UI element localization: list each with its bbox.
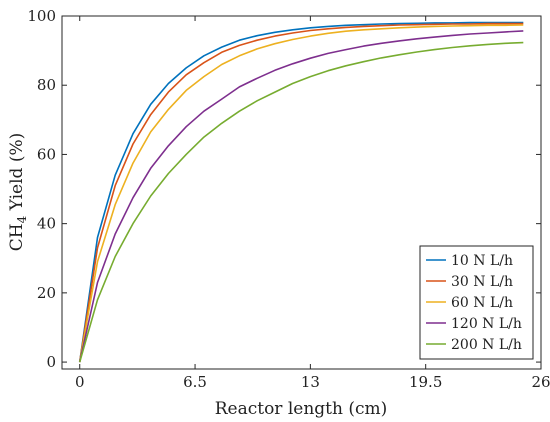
- y-tick-label: 20: [37, 284, 56, 302]
- y-tick-label: 40: [37, 215, 56, 233]
- legend-label: 200 N L/h: [451, 337, 522, 353]
- legend-label: 30 N L/h: [451, 274, 513, 290]
- y-axis-title-main: CH: [7, 223, 27, 251]
- y-tick-label: 80: [37, 76, 56, 94]
- y-tick-label: 0: [46, 353, 56, 371]
- legend-label: 60 N L/h: [451, 295, 513, 311]
- x-tick-label: 6.5: [183, 373, 207, 391]
- series-line: [78, 30, 524, 363]
- y-tick-label: 100: [27, 7, 56, 25]
- x-axis-title: Reactor length (cm): [215, 399, 388, 419]
- series-layer: [78, 21, 524, 363]
- axis-ticks: 0 6.5 13 19.5 26 0 20 40 60 80 100: [27, 7, 550, 391]
- x-tick-label: 13: [301, 373, 320, 391]
- y-axis-title: CH4 Yield (%): [7, 133, 29, 251]
- series-line: [78, 24, 524, 363]
- series-line: [78, 22, 524, 363]
- series-line: [78, 41, 524, 363]
- legend-label: 120 N L/h: [451, 316, 522, 332]
- x-tick-label: 0: [75, 373, 85, 391]
- legend: 10 N L/h 30 N L/h 60 N L/h 120 N L/h 200 N L…: [419, 245, 534, 360]
- x-tick-label: 26: [531, 373, 550, 391]
- y-axis-title-subscript: 4: [15, 215, 29, 223]
- x-tick-label: 19.5: [409, 373, 442, 391]
- legend-label: 10 N L/h: [451, 253, 513, 269]
- y-axis-title-suffix: Yield (%): [7, 133, 27, 216]
- series-line: [78, 21, 524, 363]
- y-tick-label: 60: [37, 145, 56, 163]
